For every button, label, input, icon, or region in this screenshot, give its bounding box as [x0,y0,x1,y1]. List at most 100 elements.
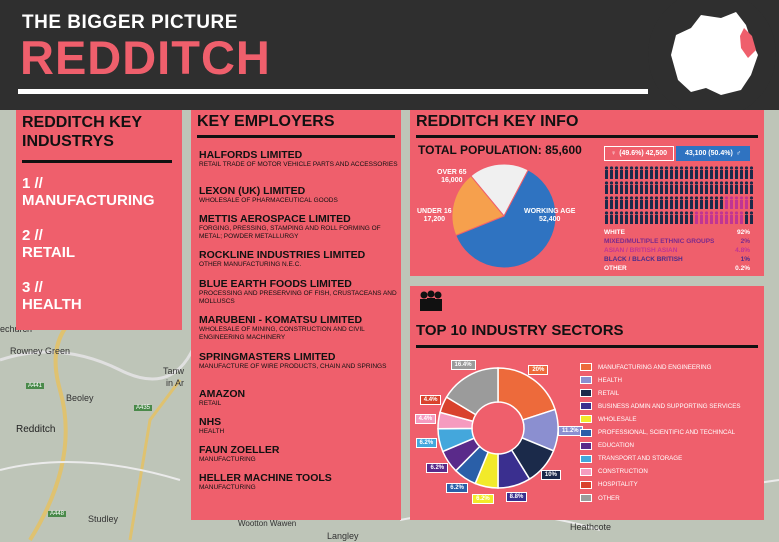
employer-name: ROCKLINE INDUSTRIES LIMITED [199,249,366,261]
person-icon [664,211,669,224]
legend-label: EDUCATION [598,442,634,450]
person-icon [604,166,609,179]
female-icon: ♀ [610,150,617,157]
person-icon [634,166,639,179]
person-icon [639,166,644,179]
employer-desc: HEALTH [199,428,225,435]
person-icon [704,196,709,209]
ethnicity-pct: 1% [740,256,750,263]
person-icon [624,181,629,194]
employer-item: METTIS AEROSPACE LIMITED FORGING, PRESSIN… [199,214,399,240]
person-icon [719,211,724,224]
ethnicity-group: OTHER [604,265,627,272]
industry-rank: 2 // [22,227,43,244]
divider [416,135,758,138]
person-icon [669,196,674,209]
person-icon [674,166,679,179]
person-icon [644,196,649,209]
person-icon [749,181,753,194]
donut-slice-label: 6.2% [415,437,438,448]
employer-desc: OTHER MANUFACTURING N.E.C. [199,261,302,268]
employer-desc: RETAIL TRADE OF MOTOR VEHICLE PARTS AND … [199,161,398,168]
person-icon [619,211,624,224]
industry-name: RETAIL [22,244,76,261]
map-place-label: Rowney Green [10,346,71,356]
person-icon [709,211,714,224]
legend-swatch [580,454,592,463]
person-icon [749,211,753,224]
legend-swatch [580,402,592,411]
donut-slice-label: 10% [540,469,561,480]
person-icon [614,181,619,194]
person-icon [704,181,709,194]
employer-name: HELLER MACHINE TOOLS [199,472,332,484]
ethnicity-pct: 0.2% [735,265,750,272]
male-population: 43,100 (50.4%) ♂ [676,146,750,161]
map-place-label: Redditch [16,424,56,435]
person-icon [644,166,649,179]
person-icon [669,211,674,224]
person-icon [604,196,609,209]
ethnicity-row: ASIAN / BRITISH ASIAN 4.8% [604,247,750,254]
legend-swatch [580,415,592,424]
legend-label: CONSTRUCTION [598,468,648,476]
person-icon [734,196,739,209]
donut-slice-label: 11.2% [557,425,583,436]
person-icon [624,211,629,224]
employer-item: MARUBENI - KOMATSU LIMITED WHOLESALE OF M… [199,315,399,341]
person-icon [724,196,729,209]
legend-label: WHOLESALE [598,415,637,423]
legend-item: MANUFACTURING AND ENGINEERING [580,363,711,371]
legend-swatch [580,428,592,437]
person-icon [669,181,674,194]
employer-name: LEXON (UK) LIMITED [199,185,306,197]
person-icon [714,181,719,194]
person-icon [629,211,634,224]
person-icon [644,211,649,224]
employer-name: FAUN ZOELLER [199,444,280,456]
person-icon [714,211,719,224]
sectors-donut-chart [437,367,559,489]
person-icon [664,166,669,179]
person-icon [619,196,624,209]
donut-slice-label: 8.8% [505,492,528,503]
employer-name: AMAZON [199,388,246,400]
people-grid [604,166,753,224]
legend-label: MANUFACTURING AND ENGINEERING [598,363,712,371]
person-icon [729,196,734,209]
ethnicity-group: WHITE [604,229,625,236]
person-icon [729,211,734,224]
person-icon [649,181,654,194]
legend-label: RETAIL [598,389,620,397]
legend-label: TRANSPORT AND STORAGE [598,455,683,463]
legend-swatch [580,363,592,371]
person-icon [744,211,749,224]
page-eyebrow: THE BIGGER PICTURE [22,12,238,33]
employer-desc: MANUFACTURING [199,484,256,491]
person-icon [719,181,724,194]
person-icon [684,196,689,209]
donut-slice-label: 20% [528,364,549,375]
industry-item: 3 // HEALTH [22,279,82,313]
person-icon [634,196,639,209]
legend-label: OTHER [598,494,620,502]
legend-item: WHOLESALE [580,415,637,424]
person-icon [714,166,719,179]
legend-swatch [580,389,592,398]
person-icon [659,196,664,209]
person-icon [689,181,694,194]
divider [197,135,395,138]
map-place-label: Heathcote [570,522,612,532]
person-icon [619,166,624,179]
person-icon [699,166,704,179]
industry-name: HEALTH [22,296,82,313]
person-icon [644,181,649,194]
ethnicity-group: MIXED/MULTIPLE ETHNIC GROUPS [604,238,715,245]
employer-item: AMAZON RETAIL [199,389,399,408]
locator-map-icon [648,0,776,118]
legend-swatch [580,480,592,489]
ethnicity-group: BLACK / BLACK BRITISH [604,256,683,263]
person-icon [679,211,684,224]
person-icon [694,166,699,179]
person-icon [694,181,699,194]
